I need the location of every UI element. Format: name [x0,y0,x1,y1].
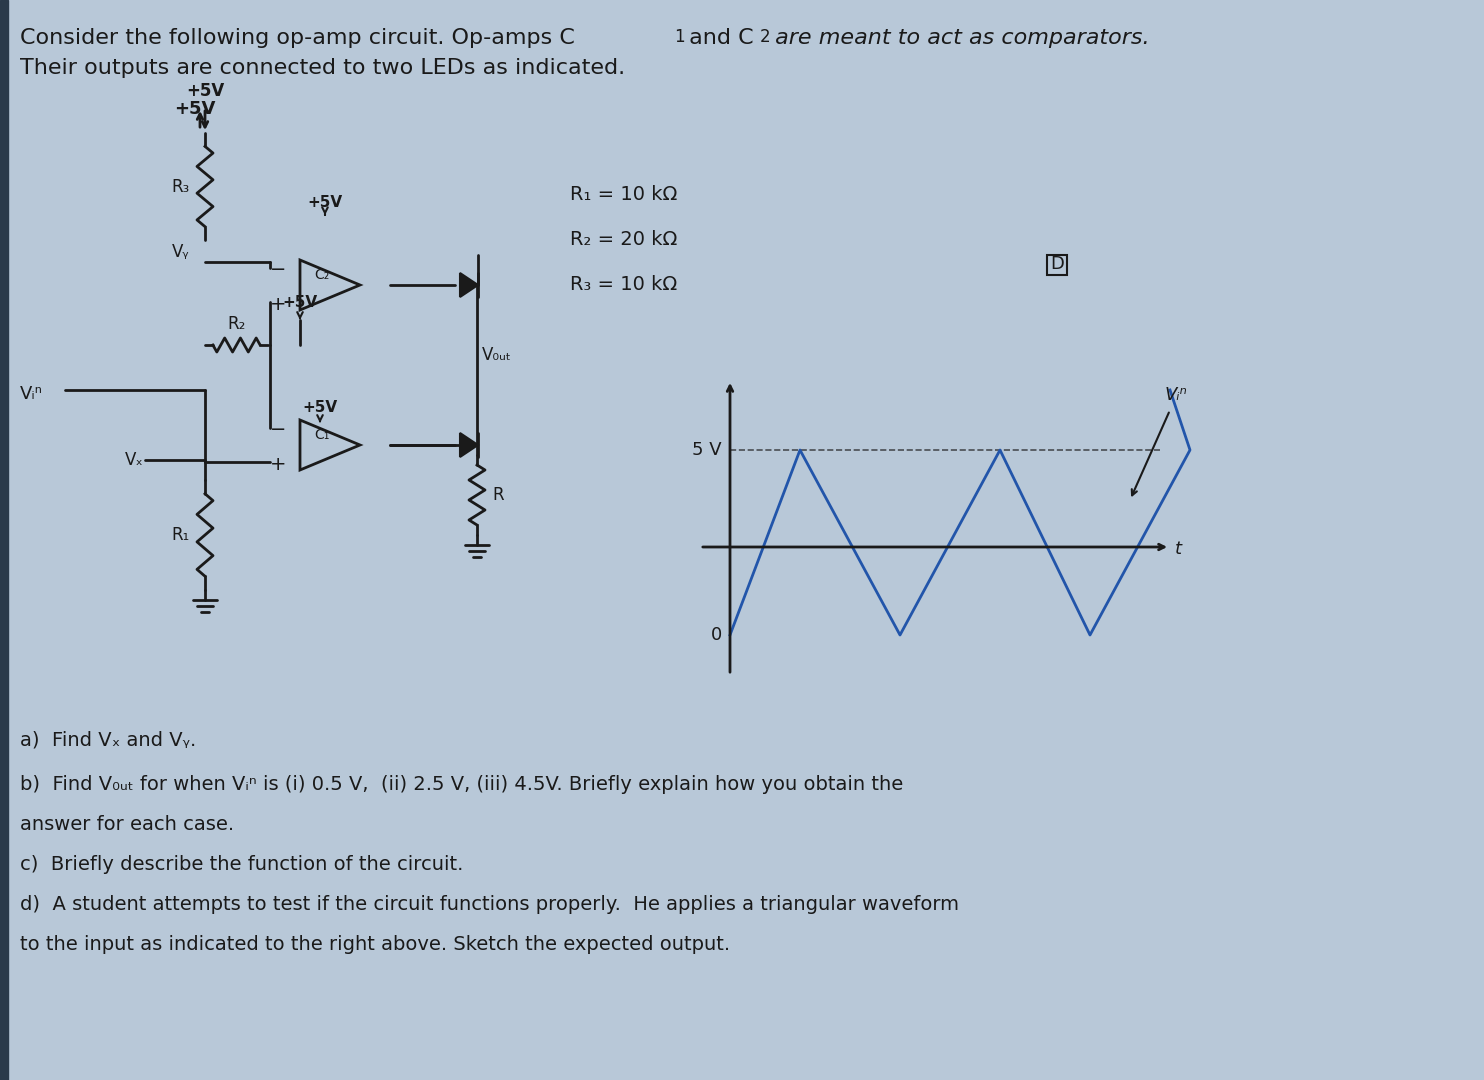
Text: Vᵧ: Vᵧ [172,243,190,261]
Text: +5V: +5V [186,82,224,100]
Text: Vᵢⁿ: Vᵢⁿ [19,384,43,403]
Text: b)  Find V₀ᵤₜ for when Vᵢⁿ is (i) 0.5 V,  (ii) 2.5 V, (iii) 4.5V. Briefly explai: b) Find V₀ᵤₜ for when Vᵢⁿ is (i) 0.5 V, … [19,775,904,794]
Text: R₂ = 20 kΩ: R₂ = 20 kΩ [570,230,677,249]
Text: R₁ = 10 kΩ: R₁ = 10 kΩ [570,185,677,204]
Text: R₃: R₃ [172,177,190,195]
Text: R₃ = 10 kΩ: R₃ = 10 kΩ [570,275,677,294]
Bar [0,0,7,1080]
Text: 1: 1 [674,28,684,46]
Polygon shape [460,273,478,297]
Text: 0: 0 [711,626,723,644]
Text: Vᵢⁿ: Vᵢⁿ [1165,386,1187,404]
Text: R₂: R₂ [227,315,246,333]
Text: 2: 2 [760,28,770,46]
Text: Consider the following op-amp circuit. Op-amps C: Consider the following op-amp circuit. O… [19,28,574,48]
Text: C₂: C₂ [315,268,329,282]
Text: to the input as indicated to the right above. Sketch the expected output.: to the input as indicated to the right a… [19,935,730,954]
Text: C₁: C₁ [315,428,329,442]
Text: +5V: +5V [307,195,343,210]
Text: +5V: +5V [282,295,318,310]
Text: Vₓ: Vₓ [125,451,144,469]
Text: +: + [270,456,286,474]
Text: are meant to act as comparators.: are meant to act as comparators. [769,28,1150,48]
Text: a)  Find Vₓ and Vᵧ.: a) Find Vₓ and Vᵧ. [19,730,196,750]
Text: d)  A student attempts to test if the circuit functions properly.  He applies a : d) A student attempts to test if the cir… [19,895,959,914]
Text: Their outputs are connected to two LEDs as indicated.: Their outputs are connected to two LEDs … [19,58,625,78]
Text: t: t [1175,540,1181,558]
Polygon shape [460,433,478,457]
Text: D: D [1051,255,1064,273]
Text: +5V: +5V [174,100,215,118]
Text: c)  Briefly describe the function of the circuit.: c) Briefly describe the function of the … [19,855,463,874]
Text: −: − [270,260,286,280]
Text: V₀ᵤₜ: V₀ᵤₜ [482,346,512,364]
Text: +5V: +5V [303,400,337,415]
Text: −: − [270,420,286,440]
Text: and C: and C [683,28,754,48]
Bar [1048,255,1067,275]
Text: answer for each case.: answer for each case. [19,815,234,834]
Text: R: R [493,486,503,504]
Text: +: + [270,296,286,314]
Text: R₁: R₁ [172,526,190,544]
Text: 5 V: 5 V [693,441,723,459]
